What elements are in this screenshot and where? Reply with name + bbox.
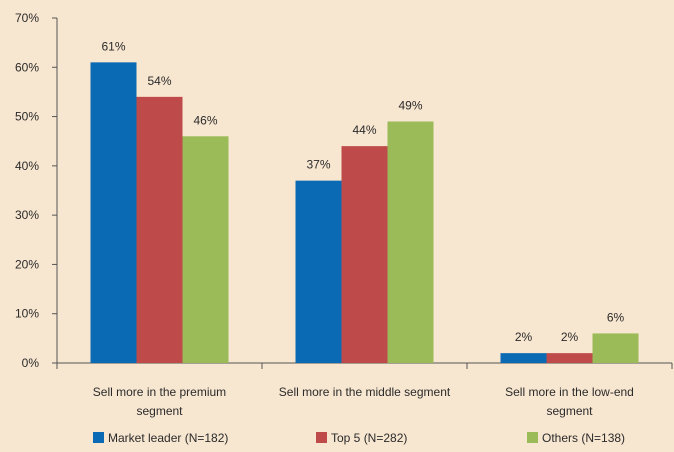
y-tick-label: 20% (15, 257, 39, 271)
bar (182, 136, 229, 363)
y-tick-label: 40% (15, 159, 39, 173)
y-tick-label: 50% (15, 110, 39, 124)
x-category-label: Sell more in the low-end (505, 385, 634, 399)
y-tick-label: 70% (15, 11, 39, 25)
data-label: 49% (398, 99, 422, 113)
x-category-label: Sell more in the middle segment (279, 385, 451, 399)
legend-label: Others (N=138) (542, 431, 625, 445)
y-tick-label: 10% (15, 307, 39, 321)
bar (295, 180, 342, 363)
data-label: 54% (147, 74, 171, 88)
data-label: 44% (352, 123, 376, 137)
data-label: 2% (561, 330, 579, 344)
legend-swatch (316, 432, 327, 443)
data-label: 61% (101, 39, 125, 53)
y-tick-label: 60% (15, 60, 39, 74)
y-tick-label: 0% (22, 356, 40, 370)
bar (90, 62, 137, 363)
data-label: 6% (607, 310, 625, 324)
bar (592, 333, 639, 363)
bar (341, 146, 388, 363)
legend-label: Market leader (N=182) (108, 431, 228, 445)
y-tick-label: 30% (15, 208, 39, 222)
legend-swatch (93, 432, 104, 443)
legend-swatch (527, 432, 538, 443)
data-label: 37% (306, 158, 330, 172)
x-category-label: segment (546, 404, 593, 418)
data-label: 46% (193, 113, 217, 127)
legend-label: Top 5 (N=282) (331, 431, 407, 445)
data-label: 2% (515, 330, 533, 344)
x-category-label: segment (136, 404, 183, 418)
bar (387, 121, 434, 363)
x-category-label: Sell more in the premium (93, 385, 226, 399)
bar (136, 96, 183, 363)
bar (500, 353, 547, 363)
bar (546, 353, 593, 363)
